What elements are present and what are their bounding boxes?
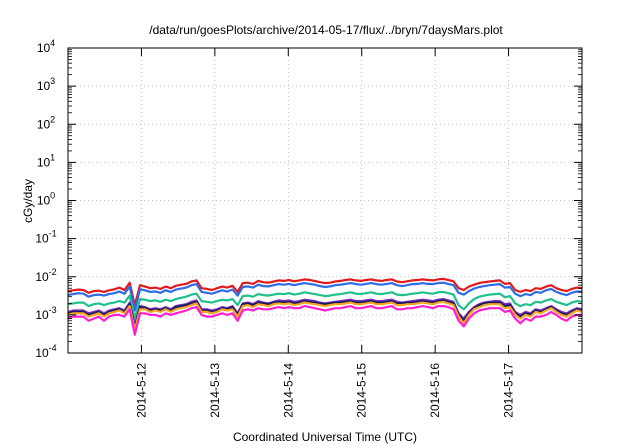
series-lines <box>67 277 583 336</box>
y-axis-ticks: 10-4 10-3 10-2 10-1 100 101 102 103 104 <box>35 38 582 360</box>
x-tick-label: 2014-5-15 <box>355 363 369 418</box>
y-tick-label: 104 <box>37 38 55 55</box>
y-tick-label: 10-3 <box>35 305 56 322</box>
y-tick-label: 102 <box>37 114 55 131</box>
y-tick-label: 100 <box>37 191 55 208</box>
y-tick-label: 10-2 <box>35 267 56 284</box>
y-tick-label: 103 <box>37 76 55 93</box>
series-line <box>67 300 583 332</box>
x-tick-label: 2014-5-14 <box>281 363 295 418</box>
x-tick-label: 2014-5-13 <box>208 363 222 418</box>
y-tick-label: 10-1 <box>35 229 56 246</box>
y-tick-label: 101 <box>37 152 55 169</box>
y-axis-label: cGy/day <box>21 179 35 223</box>
x-axis-ticks: 2014-5-12 2014-5-13 2014-5-14 2014-5-15 2014… <box>134 48 516 418</box>
x-tick-label: 2014-5-16 <box>428 363 442 418</box>
series-line <box>67 290 583 320</box>
series-line <box>67 277 583 307</box>
x-axis-label: Coordinated Universal Time (UTC) <box>233 430 417 444</box>
y-tick-label: 10-4 <box>35 343 56 360</box>
series-line <box>67 305 582 336</box>
grid <box>68 48 582 353</box>
series-line <box>67 281 583 312</box>
series-line <box>67 299 583 328</box>
x-tick-label: 2014-5-17 <box>502 363 516 418</box>
chart-title: /data/run/goesPlots/archive/2014-05-17/f… <box>149 23 503 37</box>
x-tick-label: 2014-5-12 <box>134 363 148 418</box>
